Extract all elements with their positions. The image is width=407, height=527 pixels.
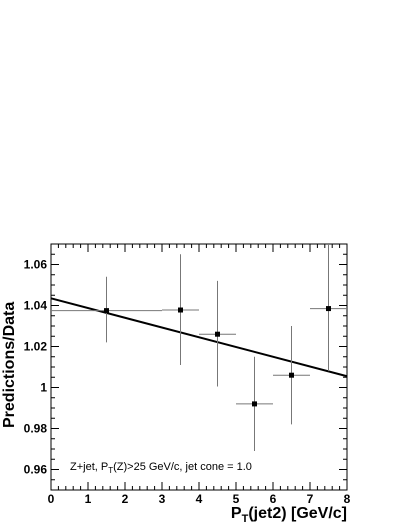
annotation-suffix: (Z)>25 GeV/c, jet cone = 1.0 xyxy=(113,461,252,473)
x-axis-title-sub: T xyxy=(242,513,249,525)
data-point-marker xyxy=(215,331,220,337)
fit-line xyxy=(50,297,348,378)
x-tick-label: 4 xyxy=(196,492,203,506)
data-points xyxy=(51,244,347,452)
data-point-marker xyxy=(104,308,109,314)
y-axis-title: Predictions/Data xyxy=(1,302,18,428)
x-tick-label: 3 xyxy=(159,492,166,506)
y-tick-label: 1.02 xyxy=(24,340,48,354)
y-tick-label: 0.98 xyxy=(24,422,48,436)
plot-frame xyxy=(50,243,348,491)
y-tick-label: 1 xyxy=(40,381,47,395)
x-tick-label: 0 xyxy=(48,492,55,506)
x-tick-label: 7 xyxy=(307,492,314,506)
x-tick-label: 6 xyxy=(270,492,277,506)
x-tick-label: 1 xyxy=(85,492,92,506)
annotation-sub: T xyxy=(108,466,113,475)
fit-line-group xyxy=(50,297,348,378)
annotation-prefix: Z+jet, P xyxy=(70,461,108,473)
x-tick-label: 2 xyxy=(122,492,129,506)
y-tick-label: 0.96 xyxy=(24,463,48,477)
x-tick-label: 5 xyxy=(233,492,240,506)
x-tick-labels: 0 1 2 3 4 5 6 7 8 xyxy=(48,492,351,506)
data-point-marker xyxy=(178,307,183,313)
annotation: Z+jet, PT(Z)>25 GeV/c, jet cone = 1.0 xyxy=(70,461,252,475)
x-axis-title: PT(jet2) [GeV/c] xyxy=(231,505,347,525)
y-tick-label: 1.04 xyxy=(24,299,48,313)
data-point-marker xyxy=(326,306,331,312)
x-axis-title-main: P xyxy=(231,505,242,522)
data-point-marker xyxy=(289,372,294,378)
data-point-marker xyxy=(252,401,257,407)
x-axis-title-rest: (jet2) [GeV/c] xyxy=(248,505,347,522)
axis-ticks xyxy=(50,243,348,491)
y-tick-label: 1.06 xyxy=(24,258,48,272)
x-tick-label: 8 xyxy=(344,492,351,506)
y-tick-labels: 0.96 0.98 1 1.02 1.04 1.06 xyxy=(24,258,48,477)
